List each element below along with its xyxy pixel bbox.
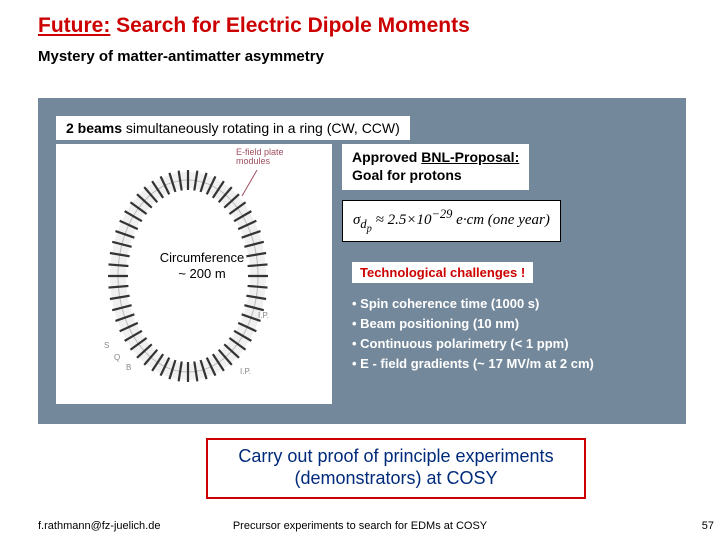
approved-proposal: Approved BNL-Proposal: Goal for protons <box>342 144 529 190</box>
two-beams-rest: simultaneously rotating in a ring (CW, C… <box>122 120 400 136</box>
list-item: Spin coherence time (1000 s) <box>352 294 594 314</box>
ring-caption: Circumference ~ 200 m <box>142 250 262 283</box>
list-item: Continuous polarimetry (< 1 ppm) <box>352 334 594 354</box>
tech-challenges-list: Spin coherence time (1000 s) Beam positi… <box>352 294 594 375</box>
two-beams-caption: 2 beams simultaneously rotating in a rin… <box>56 116 410 140</box>
title-prefix: Future: <box>38 14 110 37</box>
svg-text:B: B <box>126 363 131 372</box>
svg-text:I.P.: I.P. <box>240 367 251 376</box>
svg-text:Q: Q <box>114 353 120 362</box>
svg-text:S: S <box>104 341 109 350</box>
slide-subtitle: Mystery of matter-antimatter asymmetry <box>0 38 720 65</box>
tech-challenges-title: Technological challenges ! <box>352 262 533 283</box>
ring-diagram-panel: E-field plate modules S Q B I.P. I.P. Ci… <box>56 144 332 404</box>
content-panel: 2 beams simultaneously rotating in a rin… <box>38 98 686 424</box>
svg-text:I.P.: I.P. <box>258 311 269 320</box>
cosy-callout: Carry out proof of principle experiments… <box>206 438 586 499</box>
two-beams-bold: 2 beams <box>66 120 122 136</box>
footer-caption: Precursor experiments to search for EDMs… <box>0 520 720 532</box>
sensitivity-formula: σdp ≈ 2.5×10−29 e·cm (one year) <box>342 200 561 242</box>
page-number: 57 <box>702 520 714 532</box>
title-rest: Search for Electric Dipole Moments <box>110 14 469 37</box>
list-item: E - field gradients (~ 17 MV/m at 2 cm) <box>352 354 594 374</box>
list-item: Beam positioning (10 nm) <box>352 314 594 334</box>
slide-title: Future: Search for Electric Dipole Momen… <box>0 0 720 38</box>
